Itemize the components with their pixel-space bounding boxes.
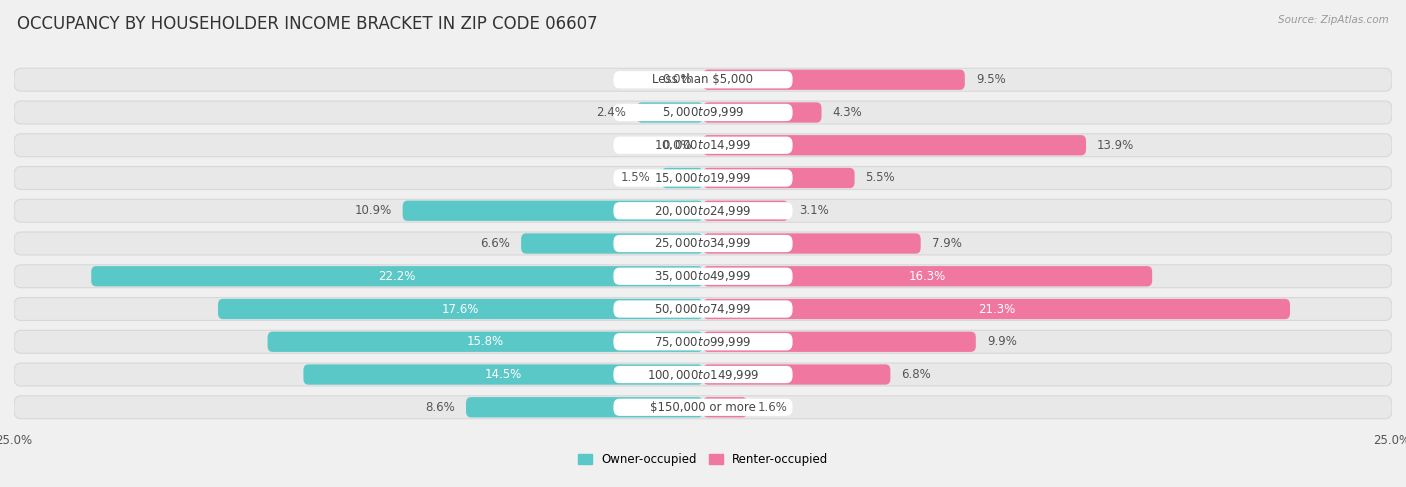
Text: 8.6%: 8.6%: [425, 401, 456, 414]
FancyBboxPatch shape: [703, 266, 1152, 286]
FancyBboxPatch shape: [703, 364, 890, 385]
FancyBboxPatch shape: [703, 102, 821, 123]
FancyBboxPatch shape: [613, 399, 793, 416]
FancyBboxPatch shape: [218, 299, 703, 319]
Text: 9.9%: 9.9%: [987, 335, 1017, 348]
Text: $50,000 to $74,999: $50,000 to $74,999: [654, 302, 752, 316]
FancyBboxPatch shape: [91, 266, 703, 286]
Text: 22.2%: 22.2%: [378, 270, 416, 283]
FancyBboxPatch shape: [613, 235, 793, 252]
FancyBboxPatch shape: [14, 199, 1392, 222]
FancyBboxPatch shape: [14, 167, 1392, 189]
FancyBboxPatch shape: [703, 135, 1085, 155]
Text: Source: ZipAtlas.com: Source: ZipAtlas.com: [1278, 15, 1389, 25]
FancyBboxPatch shape: [613, 268, 793, 285]
FancyBboxPatch shape: [613, 71, 793, 88]
Text: $35,000 to $49,999: $35,000 to $49,999: [654, 269, 752, 283]
FancyBboxPatch shape: [267, 332, 703, 352]
Text: 14.5%: 14.5%: [485, 368, 522, 381]
FancyBboxPatch shape: [14, 265, 1392, 288]
Text: $10,000 to $14,999: $10,000 to $14,999: [654, 138, 752, 152]
Text: Less than $5,000: Less than $5,000: [652, 73, 754, 86]
Text: 10.9%: 10.9%: [354, 204, 392, 217]
Text: 0.0%: 0.0%: [662, 73, 692, 86]
FancyBboxPatch shape: [703, 70, 965, 90]
Text: 7.9%: 7.9%: [932, 237, 962, 250]
Text: $20,000 to $24,999: $20,000 to $24,999: [654, 204, 752, 218]
Text: $15,000 to $19,999: $15,000 to $19,999: [654, 171, 752, 185]
Text: 4.3%: 4.3%: [832, 106, 862, 119]
Text: $25,000 to $34,999: $25,000 to $34,999: [654, 237, 752, 250]
Text: 21.3%: 21.3%: [977, 302, 1015, 316]
FancyBboxPatch shape: [703, 201, 789, 221]
FancyBboxPatch shape: [703, 168, 855, 188]
FancyBboxPatch shape: [14, 363, 1392, 386]
Text: $75,000 to $99,999: $75,000 to $99,999: [654, 335, 752, 349]
FancyBboxPatch shape: [703, 233, 921, 254]
Text: 6.8%: 6.8%: [901, 368, 931, 381]
FancyBboxPatch shape: [662, 168, 703, 188]
Legend: Owner-occupied, Renter-occupied: Owner-occupied, Renter-occupied: [572, 449, 834, 471]
Text: 17.6%: 17.6%: [441, 302, 479, 316]
FancyBboxPatch shape: [14, 68, 1392, 91]
FancyBboxPatch shape: [14, 232, 1392, 255]
Text: 16.3%: 16.3%: [908, 270, 946, 283]
Text: 2.4%: 2.4%: [596, 106, 626, 119]
Text: 6.6%: 6.6%: [481, 237, 510, 250]
Text: 1.5%: 1.5%: [621, 171, 651, 185]
Text: $100,000 to $149,999: $100,000 to $149,999: [647, 368, 759, 381]
Text: 5.5%: 5.5%: [866, 171, 896, 185]
FancyBboxPatch shape: [14, 396, 1392, 419]
FancyBboxPatch shape: [522, 233, 703, 254]
FancyBboxPatch shape: [703, 397, 747, 417]
FancyBboxPatch shape: [14, 298, 1392, 320]
FancyBboxPatch shape: [402, 201, 703, 221]
FancyBboxPatch shape: [613, 137, 793, 154]
FancyBboxPatch shape: [613, 169, 793, 187]
FancyBboxPatch shape: [703, 332, 976, 352]
Text: 13.9%: 13.9%: [1097, 139, 1135, 152]
Text: $5,000 to $9,999: $5,000 to $9,999: [662, 106, 744, 119]
Text: OCCUPANCY BY HOUSEHOLDER INCOME BRACKET IN ZIP CODE 06607: OCCUPANCY BY HOUSEHOLDER INCOME BRACKET …: [17, 15, 598, 33]
Text: 15.8%: 15.8%: [467, 335, 503, 348]
Text: 1.6%: 1.6%: [758, 401, 787, 414]
Text: 3.1%: 3.1%: [800, 204, 830, 217]
FancyBboxPatch shape: [613, 333, 793, 350]
FancyBboxPatch shape: [637, 102, 703, 123]
FancyBboxPatch shape: [465, 397, 703, 417]
FancyBboxPatch shape: [613, 366, 793, 383]
FancyBboxPatch shape: [14, 330, 1392, 353]
FancyBboxPatch shape: [14, 134, 1392, 157]
FancyBboxPatch shape: [703, 299, 1289, 319]
Text: 0.0%: 0.0%: [662, 139, 692, 152]
FancyBboxPatch shape: [14, 101, 1392, 124]
FancyBboxPatch shape: [613, 104, 793, 121]
FancyBboxPatch shape: [304, 364, 703, 385]
FancyBboxPatch shape: [613, 300, 793, 318]
Text: $150,000 or more: $150,000 or more: [650, 401, 756, 414]
FancyBboxPatch shape: [613, 202, 793, 219]
Text: 9.5%: 9.5%: [976, 73, 1005, 86]
